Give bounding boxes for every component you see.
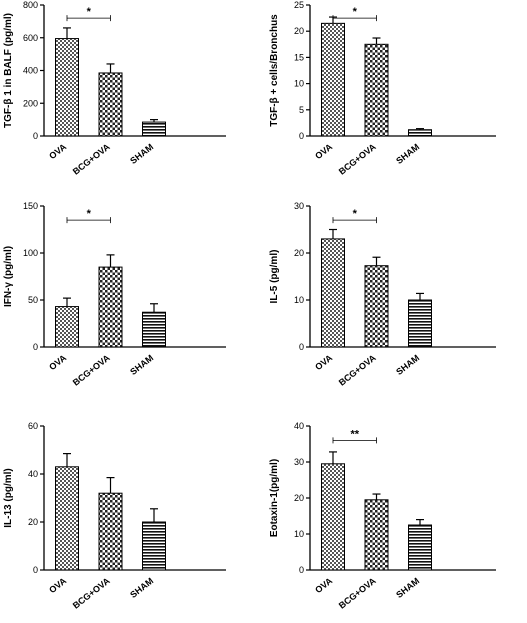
bar-ova — [321, 238, 345, 348]
bar-bcg-ova — [98, 72, 123, 137]
x-category-label: SHAM — [394, 142, 421, 166]
y-tick-label: 400 — [23, 66, 38, 76]
significance-label: * — [353, 208, 358, 220]
y-tick-label: 150 — [23, 201, 38, 211]
x-category-label: BCG+OVA — [71, 141, 112, 176]
x-category-label: OVA — [313, 141, 334, 161]
y-tick-label: 15 — [294, 52, 304, 62]
y-tick-label: 100 — [23, 248, 38, 258]
x-category-label: SHAM — [394, 353, 421, 377]
bar-bcg-ova — [98, 266, 123, 348]
y-tick-label: 0 — [299, 565, 304, 575]
y-tick-label: 10 — [294, 295, 304, 305]
bar-sham — [142, 311, 166, 348]
y-tick-label: 10 — [294, 529, 304, 539]
y-tick-label: 0 — [33, 131, 38, 141]
y-tick-label: 20 — [294, 248, 304, 258]
y-tick-label: 0 — [299, 342, 304, 352]
y-tick-label: 200 — [23, 98, 38, 108]
y-tick-label: 40 — [28, 469, 38, 479]
bar-ova — [55, 306, 79, 348]
y-tick-label: 5 — [299, 105, 304, 115]
chart-panel-1: 0 200 400 600 800 TGF-β 1 in BALF (pg/ml) OVA B… — [3, 0, 226, 177]
y-axis-label: TGF-β + cells/Bronchus — [269, 14, 280, 127]
significance-label: * — [87, 208, 92, 220]
y-tick-label: 30 — [294, 457, 304, 467]
y-tick-label: 20 — [28, 517, 38, 527]
chart-panel-5: 0 20 40 60 IL-13 (pg/ml) OVA BCG+OVA SHAM — [3, 421, 226, 611]
bar-bcg-ova — [98, 492, 123, 571]
x-category-label: BCG+OVA — [337, 352, 378, 387]
y-tick-label: 0 — [33, 565, 38, 575]
y-tick-label: 20 — [294, 26, 304, 36]
bar-sham — [408, 524, 432, 571]
bar-ova — [55, 38, 79, 137]
y-tick-label: 800 — [23, 0, 38, 10]
x-category-label: BCG+OVA — [337, 141, 378, 176]
bar-bcg-ova — [364, 265, 389, 348]
y-tick-label: 50 — [28, 295, 38, 305]
significance-label: * — [87, 6, 92, 18]
x-category-label: OVA — [313, 575, 334, 595]
x-category-label: OVA — [47, 352, 68, 372]
significance-label: * — [353, 6, 358, 18]
bar-sham — [408, 299, 432, 348]
x-category-label: SHAM — [128, 353, 155, 377]
chart-panel-6: 0 10 20 30 40 Eotaxin-1(pg/ml) OVA BCG+OVA SHAM *… — [269, 421, 496, 611]
chart-panel-3: 0 50 100 150 IFN-γ (pg/ml) OVA BCG+OVA SHAM * — [3, 201, 226, 388]
y-axis-label: TGF-β 1 in BALF (pg/ml) — [3, 13, 14, 128]
x-category-label: OVA — [47, 141, 68, 161]
y-tick-label: 10 — [294, 79, 304, 89]
x-category-label: OVA — [47, 575, 68, 595]
y-tick-label: 0 — [33, 342, 38, 352]
x-category-label: BCG+OVA — [71, 352, 112, 387]
y-axis-label: IL-5 (pg/ml) — [269, 250, 280, 304]
y-axis-label: IL-13 (pg/ml) — [3, 468, 14, 527]
bar-sham — [408, 129, 432, 137]
bar-sham — [142, 521, 166, 571]
x-category-label: SHAM — [394, 576, 421, 600]
y-tick-label: 25 — [294, 0, 304, 10]
y-axis-label: IFN-γ (pg/ml) — [3, 246, 14, 307]
chart-panel-2: 0 5 10 15 20 25 TGF-β + cells/Bronchus OVA BCG+O… — [269, 0, 496, 177]
y-tick-label: 30 — [294, 201, 304, 211]
y-tick-label: 600 — [23, 33, 38, 43]
x-category-label: BCG+OVA — [71, 575, 112, 610]
chart-panel-4: 0 10 20 30 IL-5 (pg/ml) OVA BCG+OVA SHAM * — [269, 201, 496, 388]
y-tick-label: 0 — [299, 131, 304, 141]
bar-ova — [55, 466, 79, 571]
x-category-label: SHAM — [128, 576, 155, 600]
y-tick-label: 40 — [294, 421, 304, 431]
significance-label: ** — [350, 428, 359, 440]
bar-ova — [321, 463, 345, 571]
bar-bcg-ova — [364, 43, 389, 137]
bar-ova — [321, 22, 345, 137]
bar-bcg-ova — [364, 499, 389, 571]
y-axis-label: Eotaxin-1(pg/ml) — [269, 459, 280, 537]
bar-sham — [142, 121, 166, 137]
x-category-label: OVA — [313, 352, 334, 372]
y-tick-label: 60 — [28, 421, 38, 431]
x-category-label: BCG+OVA — [337, 575, 378, 610]
y-tick-label: 20 — [294, 493, 304, 503]
x-category-label: SHAM — [128, 142, 155, 166]
